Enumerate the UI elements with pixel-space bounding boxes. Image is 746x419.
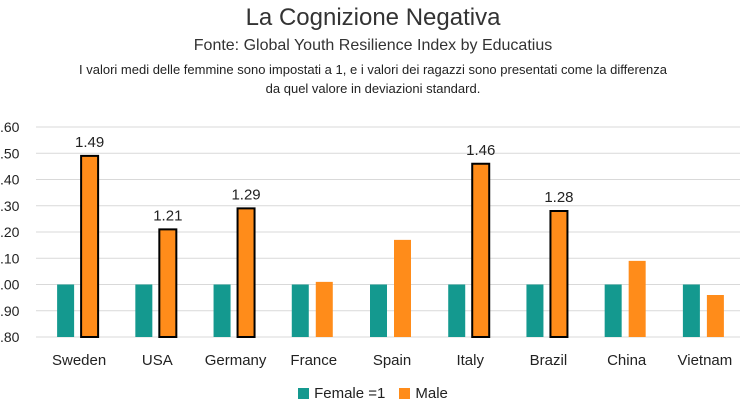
x-category-label: Spain [373, 352, 411, 369]
y-tick-label: .40 [0, 172, 20, 188]
y-tick-label: .90 [0, 303, 20, 319]
bar-female [291, 284, 309, 337]
bar-female [57, 284, 75, 337]
bar-male [549, 210, 569, 338]
data-label: 1.29 [231, 186, 260, 203]
bar-female [526, 284, 544, 337]
bar-male [394, 239, 411, 337]
x-category-label: Italy [456, 352, 484, 369]
legend-label-male: Male [415, 385, 448, 402]
y-tick-label: .30 [0, 198, 20, 214]
x-category-label: Brazil [530, 352, 568, 369]
bar-male [158, 228, 178, 338]
x-category-label: USA [142, 352, 173, 369]
bar-male [80, 154, 100, 338]
x-category-label: France [290, 352, 337, 369]
data-label: 1.28 [544, 189, 573, 206]
bar-male [315, 281, 333, 337]
legend-item-female: Female =1 [298, 385, 385, 402]
bar-female [682, 284, 700, 337]
bar-female [448, 284, 466, 337]
x-category-label: Sweden [52, 352, 106, 369]
y-tick-label: .10 [0, 250, 20, 266]
bar-male [628, 260, 646, 337]
chart-title: La Cognizione Negativa [245, 4, 501, 31]
y-tick-label: .60 [0, 119, 20, 135]
bar-female [370, 284, 387, 337]
legend-swatch-male [399, 388, 411, 399]
y-tick-label: .00 [0, 277, 20, 293]
data-label: 1.46 [466, 142, 495, 159]
y-tick-label: .80 [0, 329, 20, 345]
legend: Female =1 Male [0, 385, 746, 402]
bar-male [471, 162, 491, 338]
legend-item-male: Male [399, 385, 448, 402]
bar-male [236, 207, 256, 338]
chart-subtitle: Fonte: Global Youth Resilience Index by … [193, 37, 553, 54]
legend-swatch-female [298, 388, 310, 399]
bar-female [213, 284, 231, 337]
legend-label-female: Female =1 [314, 385, 386, 402]
y-tick-label: .50 [0, 145, 20, 161]
x-category-label: Vietnam [678, 352, 733, 369]
data-label: 1.49 [75, 134, 104, 151]
x-category-label: China [607, 352, 647, 369]
chart-note-line-2: da quel valore in deviazioni standard. [265, 81, 481, 96]
y-tick-label: .20 [0, 224, 20, 240]
chart-note-line-1: I valori medi delle femmine sono imposta… [79, 62, 667, 77]
bar-female [604, 284, 622, 337]
data-label: 1.21 [153, 207, 182, 224]
bar-male [706, 295, 724, 337]
x-category-label: Germany [205, 352, 267, 369]
bar-female [135, 284, 153, 337]
